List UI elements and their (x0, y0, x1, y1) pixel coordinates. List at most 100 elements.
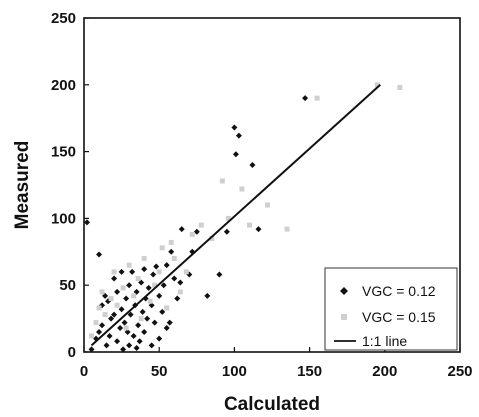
data-point-vgc-012 (129, 268, 136, 275)
data-point-vgc-012 (166, 319, 173, 326)
series-1 (89, 82, 403, 339)
x-tick-label: 250 (447, 363, 472, 380)
data-point-vgc-012 (231, 124, 238, 131)
data-point-vgc-012 (103, 342, 110, 349)
data-point-vgc-012 (135, 322, 142, 329)
data-point-vgc-015 (314, 95, 320, 101)
data-point-vgc-015 (189, 231, 195, 237)
data-point-vgc-012 (96, 328, 103, 335)
data-point-vgc-012 (111, 275, 118, 282)
data-point-vgc-015 (147, 298, 153, 304)
data-point-vgc-012 (235, 132, 242, 139)
y-tick-label: 100 (51, 210, 76, 227)
data-point-vgc-015 (93, 320, 99, 326)
data-point-vgc-015 (141, 255, 147, 261)
data-point-vgc-012 (159, 308, 166, 315)
data-point-vgc-015 (96, 305, 102, 311)
data-point-vgc-015 (177, 289, 183, 295)
data-point-vgc-015 (246, 222, 252, 228)
data-point-vgc-015 (209, 235, 215, 241)
data-point-vgc-015 (120, 285, 126, 291)
data-point-vgc-015 (198, 222, 204, 228)
data-point-vgc-015 (111, 269, 117, 275)
y-tick-label: 150 (51, 144, 76, 161)
legend-label: VGC = 0.12 (362, 283, 436, 299)
data-point-vgc-012 (114, 338, 121, 345)
data-point-vgc-012 (249, 161, 256, 168)
data-point-vgc-015 (135, 276, 141, 282)
data-point-vgc-012 (163, 324, 170, 331)
data-point-vgc-015 (89, 333, 95, 339)
data-point-vgc-012 (302, 95, 309, 102)
data-point-vgc-012 (88, 346, 95, 353)
data-point-vgc-012 (145, 284, 152, 291)
data-point-vgc-012 (156, 335, 163, 342)
data-point-vgc-015 (152, 282, 158, 288)
data-point-vgc-015 (183, 269, 189, 275)
data-point-vgc-012 (130, 332, 137, 339)
data-point-vgc-012 (174, 295, 181, 302)
data-point-vgc-012 (138, 279, 145, 286)
series-0 (84, 95, 309, 353)
data-point-vgc-012 (156, 292, 163, 299)
data-point-vgc-012 (148, 302, 155, 309)
data-point-vgc-012 (232, 151, 239, 158)
ticks-layer: 0 50 100 150 200 250 0 50 100 150 200 250 (51, 10, 473, 380)
x-tick-label: 0 (80, 363, 88, 380)
data-point-vgc-012 (121, 319, 128, 326)
data-point-vgc-015 (123, 325, 129, 331)
data-point-vgc-012 (118, 268, 125, 275)
data-point-vgc-012 (117, 324, 124, 331)
data-point-vgc-012 (193, 228, 200, 235)
data-point-vgc-012 (133, 288, 140, 295)
data-point-vgc-012 (114, 288, 121, 295)
data-point-vgc-012 (133, 344, 140, 351)
data-point-vgc-012 (106, 332, 113, 339)
data-point-vgc-015 (126, 262, 132, 268)
data-point-vgc-012 (204, 292, 211, 299)
data-point-vgc-015 (159, 245, 165, 251)
y-tick-label: 250 (51, 10, 76, 27)
data-point-vgc-012 (160, 282, 167, 289)
legend-label: 1:1 line (362, 333, 407, 349)
data-point-vgc-012 (124, 328, 131, 335)
plot-layer (84, 82, 403, 353)
data-point-vgc-012 (151, 319, 158, 326)
data-point-vgc-012 (126, 282, 133, 289)
data-point-vgc-012 (171, 275, 178, 282)
data-point-vgc-015 (99, 289, 105, 295)
data-point-vgc-012 (168, 248, 175, 255)
data-point-vgc-015 (219, 178, 225, 184)
x-tick-label: 50 (151, 363, 168, 380)
series-2 (90, 84, 381, 347)
data-point-vgc-012 (178, 226, 185, 233)
data-point-vgc-012 (123, 295, 130, 302)
data-point-vgc-015 (284, 226, 290, 232)
data-point-vgc-015 (102, 312, 108, 318)
data-point-vgc-015 (264, 202, 270, 208)
data-point-vgc-015 (397, 84, 403, 90)
data-point-vgc-012 (139, 308, 146, 315)
data-point-vgc-012 (144, 315, 151, 322)
data-point-vgc-015 (156, 269, 162, 275)
data-point-vgc-012 (255, 226, 262, 233)
data-point-vgc-012 (216, 271, 223, 278)
legend-label: VGC = 0.15 (362, 309, 436, 325)
data-point-vgc-012 (223, 228, 230, 235)
data-point-vgc-015 (164, 305, 170, 311)
y-tick-label: 50 (59, 277, 76, 294)
legend: VGC = 0.12 VGC = 0.15 1:1 line (324, 267, 458, 351)
data-point-vgc-012 (177, 279, 184, 286)
y-tick-label: 200 (51, 77, 76, 94)
data-point-vgc-015 (171, 255, 177, 261)
one-to-one-line (90, 84, 381, 347)
data-point-vgc-015 (131, 293, 137, 299)
data-point-vgc-015 (138, 316, 144, 322)
x-tick-label: 200 (372, 363, 397, 380)
data-point-vgc-012 (148, 342, 155, 349)
data-point-vgc-012 (118, 306, 125, 313)
data-point-vgc-012 (111, 311, 118, 318)
y-axis-title: Measured (12, 141, 33, 230)
data-point-vgc-012 (84, 219, 91, 226)
